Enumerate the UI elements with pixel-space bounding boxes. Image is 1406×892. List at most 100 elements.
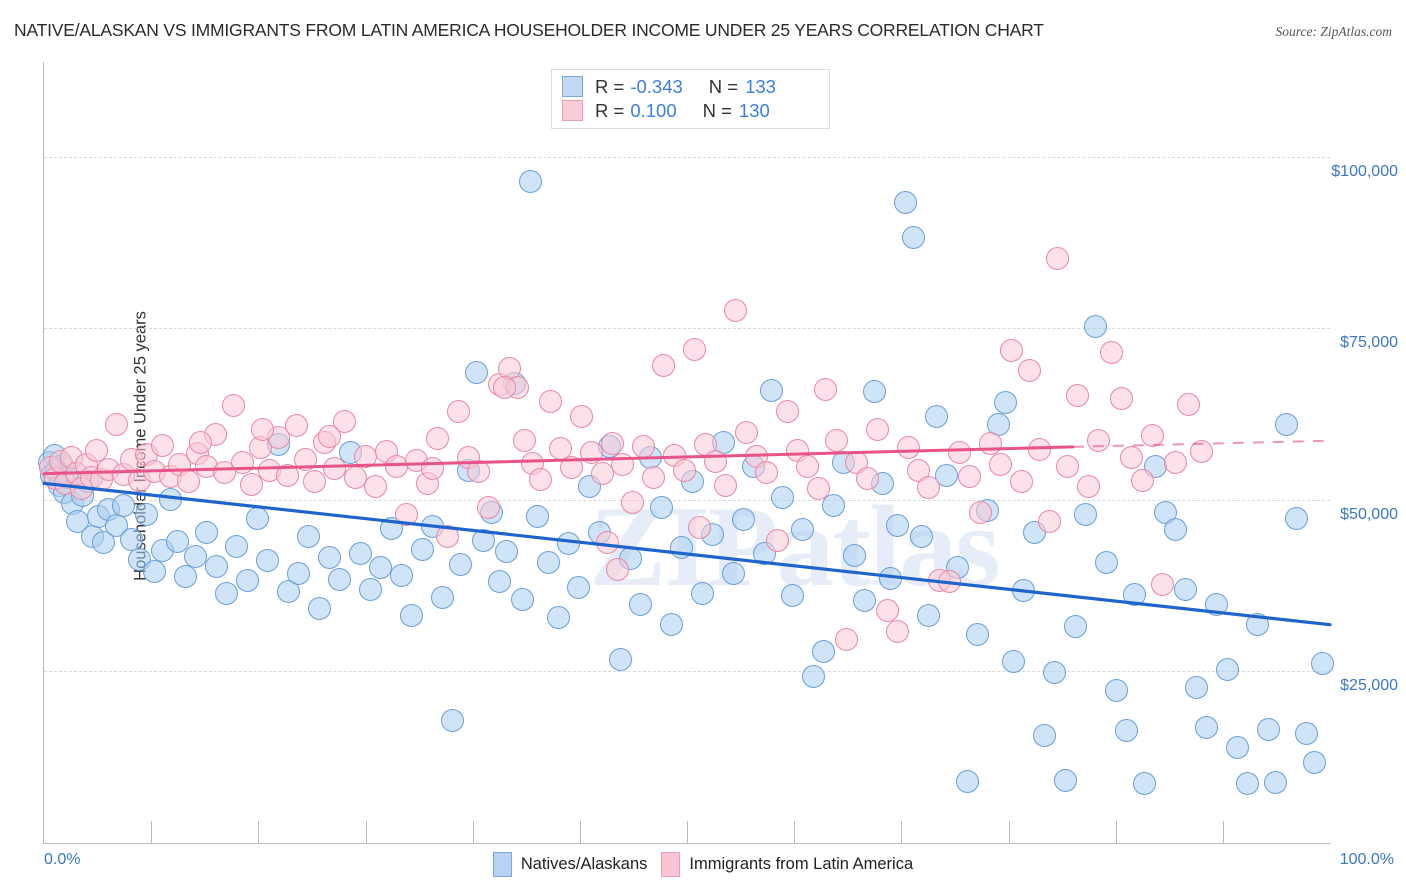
scatter-point-immigrants	[989, 453, 1013, 477]
series-swatch-immigrants	[661, 852, 681, 877]
scatter-point-natives	[629, 592, 653, 616]
scatter-point-natives	[955, 770, 979, 794]
scatter-point-natives	[235, 569, 259, 593]
scatter-point-immigrants	[436, 525, 460, 549]
scatter-point-natives	[184, 544, 208, 568]
scatter-point-natives	[431, 585, 455, 609]
scatter-point-immigrants	[528, 468, 552, 492]
series-swatch-natives	[492, 852, 512, 877]
y-axis-tick-label: $50,000	[1340, 505, 1398, 523]
scatter-point-immigrants	[814, 377, 838, 401]
scatter-point-immigrants	[775, 400, 799, 424]
x-axis-tick	[1008, 821, 1010, 843]
scatter-point-immigrants	[1141, 424, 1165, 448]
scatter-point-natives	[1256, 718, 1280, 742]
scatter-point-immigrants	[150, 434, 174, 458]
trendline-immigrants-latin-america	[42, 445, 1075, 476]
x-axis-tick	[151, 821, 153, 843]
plot-area: ZIPatlas	[37, 81, 1334, 843]
scatter-point-immigrants	[1076, 475, 1100, 499]
scatter-point-natives	[863, 379, 887, 403]
scatter-point-natives	[909, 524, 933, 548]
scatter-point-natives	[732, 508, 756, 532]
scatter-point-natives	[822, 493, 846, 517]
scatter-point-natives	[276, 580, 300, 604]
scatter-point-immigrants	[559, 455, 583, 479]
scatter-point-natives	[317, 545, 341, 569]
scatter-point-immigrants	[824, 428, 848, 452]
scatter-point-natives	[1043, 660, 1067, 684]
scatter-point-immigrants	[333, 409, 357, 433]
scatter-point-immigrants	[1027, 438, 1051, 462]
scatter-point-immigrants	[1099, 341, 1123, 365]
scatter-point-natives	[348, 541, 372, 565]
scatter-point-immigrants	[1009, 470, 1033, 494]
series-legend-item-immigrants[interactable]: Immigrants from Latin America	[661, 852, 913, 877]
scatter-point-immigrants	[714, 473, 738, 497]
scatter-point-immigrants	[796, 455, 820, 479]
legend-n-label-immigrants: N =	[702, 99, 732, 121]
scatter-point-natives	[166, 530, 190, 554]
scatter-point-natives	[811, 639, 835, 663]
x-axis-max-label: 100.0%	[1339, 851, 1394, 868]
scatter-point-immigrants	[1045, 246, 1069, 270]
scatter-point-immigrants	[477, 495, 501, 519]
scatter-point-immigrants	[621, 491, 645, 514]
scatter-point-immigrants	[917, 475, 941, 499]
scatter-point-natives	[1195, 716, 1219, 740]
scatter-point-immigrants	[364, 475, 388, 499]
trendline-immigrants-latin-america-projection	[1072, 439, 1331, 448]
x-axis-tick	[794, 821, 796, 843]
scatter-point-natives	[297, 525, 321, 549]
legend-r-label-immigrants: R =	[595, 99, 625, 121]
scatter-point-natives	[608, 647, 632, 671]
scatter-point-natives	[1063, 614, 1087, 638]
scatter-point-immigrants	[317, 425, 341, 449]
scatter-point-natives	[256, 549, 280, 573]
scatter-point-immigrants	[513, 429, 537, 453]
scatter-point-immigrants	[104, 412, 128, 436]
scatter-point-immigrants	[1110, 386, 1134, 410]
scatter-point-immigrants	[212, 461, 236, 485]
legend-n-value-natives: 133	[745, 75, 776, 97]
series-label-immigrants: Immigrants from Latin America	[689, 855, 914, 873]
scatter-point-immigrants	[1151, 573, 1175, 597]
gridline	[44, 499, 1330, 501]
scatter-point-natives	[780, 583, 804, 607]
y-axis-tick-label: $75,000	[1340, 334, 1398, 352]
scatter-point-natives	[410, 537, 434, 561]
x-axis-tick	[1115, 821, 1117, 843]
legend-swatch-immigrants	[562, 100, 583, 121]
scatter-point-natives	[1164, 517, 1188, 541]
series-legend-item-natives[interactable]: Natives/Alaskans	[492, 852, 647, 877]
scatter-point-immigrants	[1130, 469, 1154, 493]
scatter-point-immigrants	[1087, 429, 1111, 453]
scatter-point-immigrants	[834, 627, 858, 651]
scatter-point-immigrants	[395, 503, 419, 527]
scatter-point-natives	[801, 665, 825, 689]
scatter-point-natives	[917, 603, 941, 627]
scatter-point-natives	[567, 576, 591, 600]
scatter-point-immigrants	[595, 530, 619, 554]
scatter-point-natives	[287, 562, 311, 586]
scatter-point-natives	[215, 582, 239, 606]
scatter-point-natives	[1094, 551, 1118, 575]
scatter-point-natives	[1053, 769, 1077, 793]
scatter-point-natives	[1184, 675, 1208, 699]
scatter-point-immigrants	[734, 420, 758, 444]
scatter-point-natives	[1033, 723, 1056, 747]
scatter-point-immigrants	[968, 501, 992, 525]
scatter-point-immigrants	[606, 557, 630, 581]
scatter-point-immigrants	[1164, 451, 1188, 475]
scatter-point-natives	[518, 169, 542, 193]
scatter-point-immigrants	[1177, 392, 1201, 416]
scatter-point-immigrants	[672, 459, 696, 483]
x-axis-tick	[472, 821, 474, 843]
legend-r-label-natives: R =	[595, 75, 625, 97]
scatter-point-natives	[135, 503, 159, 527]
scatter-point-immigrants	[999, 338, 1023, 362]
scatter-point-natives	[842, 543, 866, 567]
trendlines-group	[42, 439, 1332, 627]
scatter-point-natives	[721, 561, 745, 585]
legend-n-label-natives: N =	[708, 75, 739, 97]
